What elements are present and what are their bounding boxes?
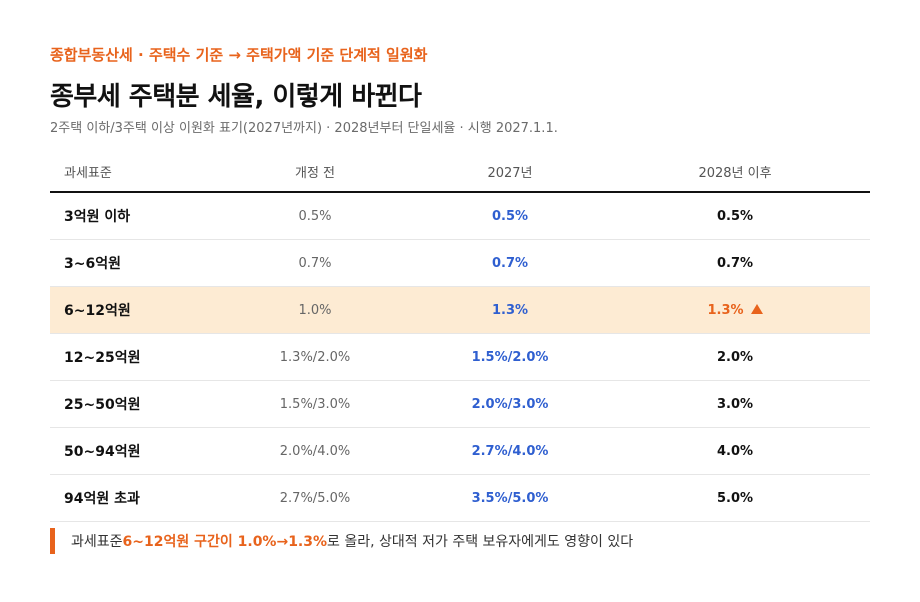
table-row-highlighted: 6~12억원 1.0% 1.3% 1.3% bbox=[50, 286, 870, 334]
kicker: 종합부동산세 · 주택수 기준 → 주택가액 기준 단계적 일원화 bbox=[50, 46, 428, 64]
rate-2027-cell: 1.3% bbox=[420, 286, 600, 334]
triangle-up-icon bbox=[750, 303, 763, 314]
table-row: 3~6억원 0.7% 0.7% 0.7% bbox=[50, 239, 870, 287]
bracket-cell: 6~12억원 bbox=[50, 286, 210, 334]
rate-2027-cell: 1.5%/2.0% bbox=[420, 333, 600, 381]
rate-2028-cell: 4.0% bbox=[600, 427, 870, 475]
bracket-cell: 94억원 초과 bbox=[50, 474, 210, 522]
bracket-cell: 12~25억원 bbox=[50, 333, 210, 381]
column-header-bracket: 과세표준 bbox=[50, 152, 210, 193]
rate-2027-cell: 0.7% bbox=[420, 239, 600, 287]
column-header-before: 개정 전 bbox=[210, 152, 420, 193]
rate-2027-cell: 3.5%/5.0% bbox=[420, 474, 600, 522]
rate-2028-cell: 3.0% bbox=[600, 380, 870, 428]
footnote: 과세표준 6~12억원 구간이 1.0%→1.3% 로 올라, 상대적 저가 주… bbox=[50, 528, 633, 554]
column-header-2027: 2027년 bbox=[420, 152, 600, 193]
subtitle: 2주택 이하/3주택 이상 이원화 표기(2027년까지) · 2028년부터 … bbox=[50, 121, 558, 136]
table-header-row: 과세표준 개정 전 2027년 2028년 이후 bbox=[50, 152, 870, 193]
rate-2028-cell-highlighted: 1.3% bbox=[600, 286, 870, 334]
bracket-cell: 25~50억원 bbox=[50, 380, 210, 428]
before-rate-cell: 2.7%/5.0% bbox=[210, 474, 420, 522]
footnote-prefix: 과세표준 bbox=[71, 534, 123, 550]
rate-2028-value: 1.3% bbox=[707, 302, 744, 318]
table-row: 94억원 초과 2.7%/5.0% 3.5%/5.0% 5.0% bbox=[50, 474, 870, 522]
rate-2027-cell: 2.0%/3.0% bbox=[420, 380, 600, 428]
table-row: 12~25억원 1.3%/2.0% 1.5%/2.0% 2.0% bbox=[50, 333, 870, 381]
footnote-suffix: 로 올라, 상대적 저가 주택 보유자에게도 영향이 있다 bbox=[327, 534, 634, 550]
rate-2027-cell: 0.5% bbox=[420, 192, 600, 240]
bracket-cell: 50~94억원 bbox=[50, 427, 210, 475]
page-title: 종부세 주택분 세율, 이렇게 바뀐다 bbox=[50, 82, 422, 112]
table-row: 3억원 이하 0.5% 0.5% 0.5% bbox=[50, 192, 870, 240]
footnote-emphasis: 6~12억원 구간이 1.0%→1.3% bbox=[122, 534, 328, 550]
before-rate-cell: 0.5% bbox=[210, 192, 420, 240]
bracket-cell: 3억원 이하 bbox=[50, 192, 210, 240]
rate-2028-cell: 5.0% bbox=[600, 474, 870, 522]
column-header-2028: 2028년 이후 bbox=[600, 152, 870, 193]
rate-2027-cell: 2.7%/4.0% bbox=[420, 427, 600, 475]
accent-bar bbox=[50, 528, 55, 554]
before-rate-cell: 1.5%/3.0% bbox=[210, 380, 420, 428]
table-row: 25~50억원 1.5%/3.0% 2.0%/3.0% 3.0% bbox=[50, 380, 870, 428]
before-rate-cell: 1.3%/2.0% bbox=[210, 333, 420, 381]
before-rate-cell: 1.0% bbox=[210, 286, 420, 334]
rate-2028-cell: 0.7% bbox=[600, 239, 870, 287]
rate-2028-cell: 0.5% bbox=[600, 192, 870, 240]
before-rate-cell: 0.7% bbox=[210, 239, 420, 287]
table-row: 50~94억원 2.0%/4.0% 2.7%/4.0% 4.0% bbox=[50, 427, 870, 475]
rate-table: 과세표준 개정 전 2027년 2028년 이후 3억원 이하 0.5% 0.5… bbox=[50, 152, 870, 522]
rate-2028-cell: 2.0% bbox=[600, 333, 870, 381]
before-rate-cell: 2.0%/4.0% bbox=[210, 427, 420, 475]
bracket-cell: 3~6억원 bbox=[50, 239, 210, 287]
